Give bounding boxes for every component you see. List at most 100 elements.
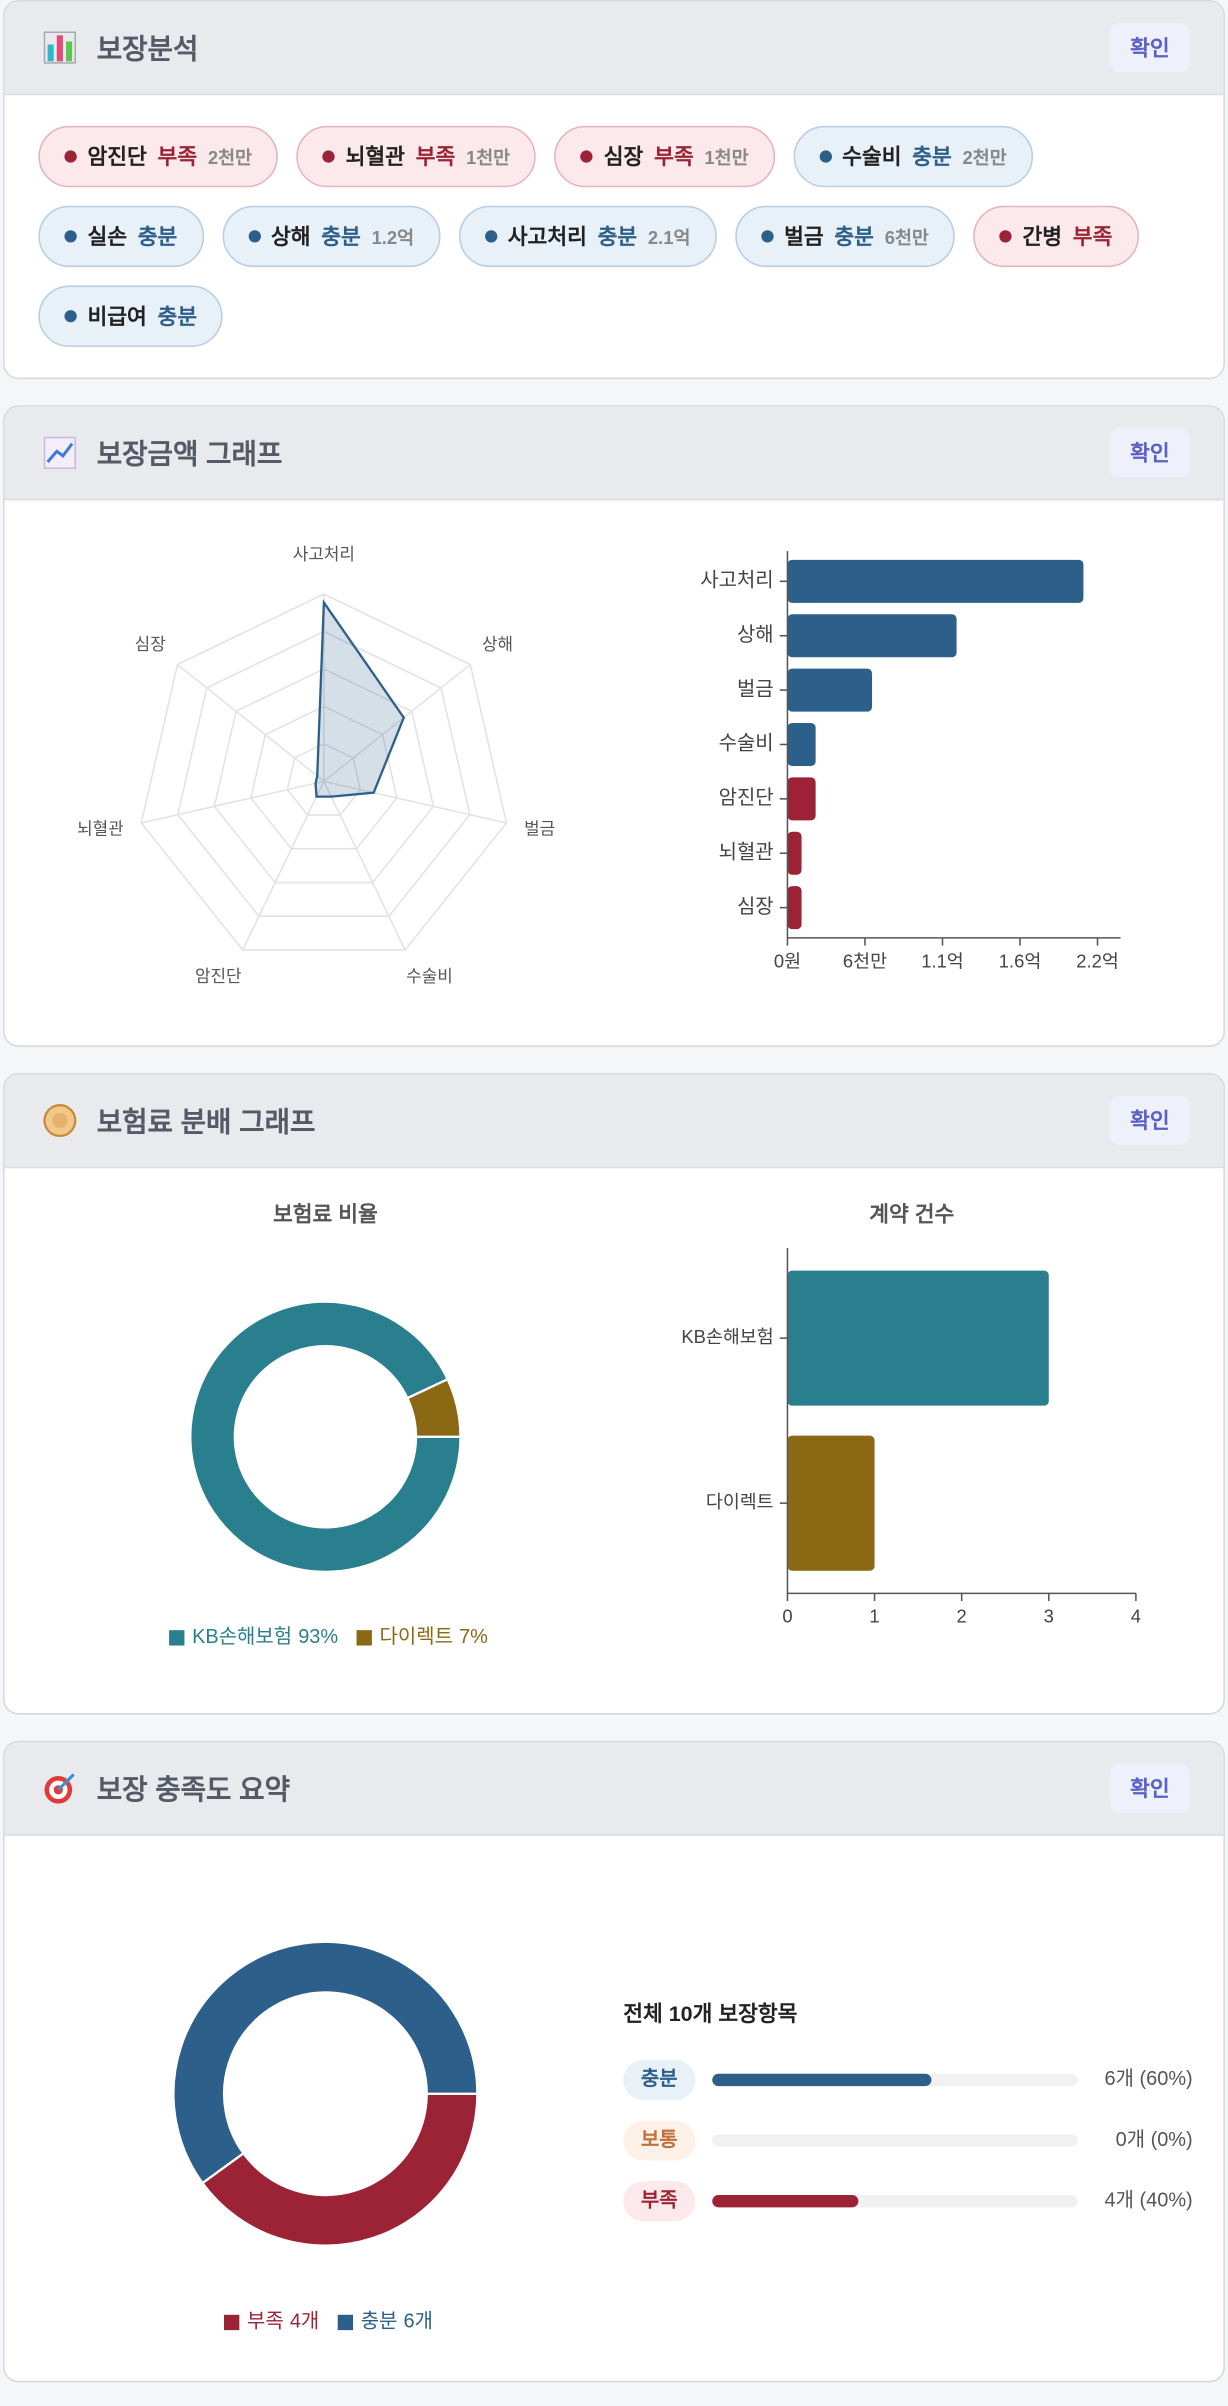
card-header: 보장분석 확인 — [4, 1, 1224, 96]
card: 보장금액 그래프 확인 사고처리 상해 벌금 수술비 암진단 뇌혈관 심장 사고처리 상해 벌금 수술비… — [3, 405, 1225, 1047]
bar — [787, 614, 957, 658]
radar-spoke — [323, 663, 471, 782]
tag-status: 부족 — [654, 144, 694, 169]
tag-amount: 2천만 — [207, 146, 253, 169]
bar — [787, 1270, 1049, 1406]
tag-amount: 1천만 — [465, 146, 511, 169]
legend-label: 부족 4개 — [247, 2310, 319, 2333]
tag-name: 뇌혈관 — [345, 144, 405, 169]
status-dot — [761, 230, 774, 243]
tag-name: 암진단 — [87, 144, 147, 169]
radar-label: 사고처리 — [293, 545, 355, 564]
coverage-tag: 실손 충분 — [38, 205, 204, 268]
legend-swatch — [356, 1630, 372, 1646]
icon-part — [43, 31, 76, 64]
section-icon — [44, 1773, 75, 1804]
tag-status: 부족 — [415, 144, 456, 169]
radar-spoke — [323, 780, 406, 951]
tag-name: 수술비 — [842, 144, 902, 169]
bar — [787, 777, 816, 821]
tag-status: 충분 — [912, 144, 952, 169]
coverage-tag: 간병 부족 — [973, 205, 1139, 268]
y-tick-label: 벌금 — [737, 677, 774, 700]
bar — [787, 886, 802, 930]
coverage-tag: 심장 부족 1천만 — [554, 125, 775, 188]
donut-slice — [405, 1377, 462, 1438]
confirm-button[interactable]: 확인 — [1110, 1763, 1190, 1813]
coverage-tag: 뇌혈관 부족 1천만 — [296, 125, 537, 188]
coverage-tag: 암진단 부족 2천만 — [38, 125, 279, 188]
tag-amount: 1.2억 — [371, 226, 415, 248]
tag-name: 실손 — [87, 224, 128, 249]
y-tick-label: 상해 — [737, 623, 774, 646]
legend-swatch — [337, 2314, 354, 2331]
status-label: 부족 — [641, 2188, 678, 2211]
radar-spoke — [323, 780, 507, 824]
status-dot — [64, 310, 77, 323]
radar-ring — [250, 705, 398, 850]
x-tick-label: 6천만 — [843, 950, 887, 971]
y-tick-label: KB손해보험 — [681, 1326, 773, 1347]
chart-area: 사고처리상해벌금수술비암진단뇌혈관심장사고처리상해벌금수술비암진단뇌혈관심장0원… — [77, 545, 1121, 986]
status-pill — [623, 2181, 696, 2222]
donut-slice — [189, 1300, 462, 1573]
chart-title: 계약 건수 — [869, 1202, 954, 1226]
confirm-button[interactable]: 확인 — [1110, 1095, 1190, 1146]
y-tick-label: 암진단 — [719, 786, 774, 809]
legend-name: KB손해보험 — [192, 1625, 292, 1648]
tag-amount: 2천만 — [962, 146, 1007, 169]
bar — [787, 559, 1084, 603]
legend-label: 다이렉트 7% — [380, 1625, 489, 1648]
chart-title: 보험료 비율 — [273, 1201, 378, 1226]
legend-value: 6개 — [404, 2310, 433, 2333]
progress-bar — [712, 2195, 859, 2208]
status-pill — [623, 2059, 696, 2100]
radar-label: 심장 — [135, 635, 166, 654]
x-tick-label: 3 — [1044, 1606, 1054, 1627]
progress-label: 0개 (0%) — [1116, 2128, 1193, 2151]
section-icon — [43, 1104, 77, 1138]
icon-part — [47, 44, 54, 62]
card: 보험료 분배 그래프 확인 보험료 비율 KB손해보험 93% 다이렉트 7% 계약 건수 KB… — [3, 1072, 1225, 1715]
tag-status: 충분 — [137, 224, 178, 249]
radar-spoke — [241, 780, 325, 951]
status-dot — [484, 230, 498, 243]
tag-name: 사고처리 — [507, 224, 587, 249]
bar — [787, 722, 816, 766]
icon-part — [66, 41, 73, 62]
tag-name: 간병 — [1022, 224, 1063, 249]
x-tick-label: 4 — [1131, 1606, 1141, 1627]
confirm-button[interactable]: 확인 — [1110, 23, 1190, 73]
status-label: 충분 — [641, 2067, 678, 2090]
icon-part — [57, 1773, 75, 1791]
icon-part — [46, 442, 74, 464]
legend-value: 4개 — [290, 2310, 319, 2333]
summary-title: 전체 10개 보장항목 — [623, 2002, 797, 2026]
legend-name: 충분 — [361, 2310, 398, 2333]
section-icon — [43, 436, 76, 469]
tag-status: 충분 — [597, 224, 638, 249]
status-dot — [819, 150, 832, 163]
legend-label: 충분 6개 — [361, 2310, 433, 2333]
card-title: 보장금액 그래프 — [96, 439, 283, 470]
tag-amount: 6천만 — [884, 226, 929, 248]
card: 보장 충족도 요약 확인 부족 4개 충분 6개 전체 10개 보장항목 충분 6개 (60%)… — [3, 1740, 1225, 2383]
progress-bar — [712, 2073, 932, 2087]
confirm-button[interactable]: 확인 — [1110, 428, 1190, 478]
coverage-tag: 사고처리 충분 2.1억 — [458, 205, 717, 268]
card-title: 보장분석 — [96, 33, 199, 65]
bar — [787, 668, 873, 712]
x-tick-label: 1 — [869, 1606, 879, 1627]
card: 보장분석 확인 암진단 부족 2천만 뇌혈관 부족 1천만 심장 부족 1천만 수술비 충분 2천만 실손 충… — [3, 0, 1225, 380]
x-tick-label: 1.6억 — [999, 950, 1042, 971]
x-tick-label: 0 — [782, 1606, 792, 1627]
radar-label: 뇌혈관 — [77, 819, 124, 838]
coverage-tag: 상해 충분 1.2억 — [221, 205, 441, 268]
coverage-tag: 비급여 충분 — [38, 285, 224, 347]
radar-area — [314, 599, 406, 798]
tag-name: 비급여 — [87, 303, 147, 329]
y-tick-label: 수술비 — [719, 732, 774, 755]
card-header: 보험료 분배 그래프 확인 — [4, 1074, 1224, 1169]
